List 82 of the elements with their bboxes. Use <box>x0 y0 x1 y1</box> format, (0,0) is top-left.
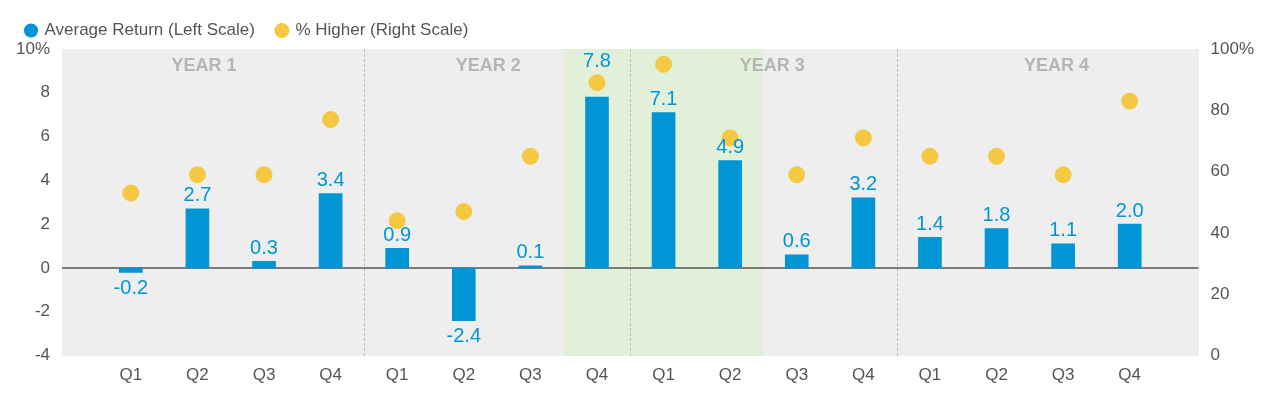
point <box>588 74 606 92</box>
point <box>188 166 206 184</box>
data-label: 0.9 <box>383 222 412 245</box>
annotation: YEAR 2 <box>455 54 521 75</box>
data-label: 7.1 <box>649 87 678 110</box>
bar <box>252 261 276 269</box>
y2-tick-label: 60 <box>1210 161 1230 181</box>
legend-label: % Higher (Right Scale) <box>295 20 469 40</box>
y-tick-label: -4 <box>34 345 51 365</box>
y-tick-label: 0 <box>40 257 51 277</box>
data-label: 1.8 <box>982 203 1011 226</box>
bar <box>784 254 809 269</box>
y-tick-label: 6 <box>40 126 51 146</box>
bar <box>1051 243 1075 269</box>
point <box>1054 166 1072 184</box>
bar <box>318 193 343 269</box>
point <box>788 166 806 184</box>
y2-tick-label: 0 <box>1210 345 1220 365</box>
data-label: 0.6 <box>782 229 811 252</box>
x-tick-label: Q3 <box>252 365 276 385</box>
x-tick-label: Q2 <box>985 365 1008 385</box>
point <box>988 147 1006 165</box>
x-tick-label: Q2 <box>718 365 742 385</box>
bar <box>451 267 476 321</box>
data-label: 2.7 <box>183 183 212 206</box>
x-tick-label: Q3 <box>519 365 542 385</box>
x-tick-label: Q4 <box>319 365 342 385</box>
y2-tick-label: 40 <box>1210 222 1230 242</box>
y-tick-label: 10% <box>15 38 51 58</box>
bar <box>1117 223 1142 269</box>
data-label: 1.4 <box>916 211 944 234</box>
x-tick-label: Q3 <box>785 365 809 385</box>
data-label: 3.4 <box>316 168 345 191</box>
bar <box>185 208 210 269</box>
point <box>122 184 140 202</box>
x-tick-label: Q1 <box>119 365 143 385</box>
y2-tick-label: 80 <box>1210 100 1230 120</box>
bar <box>718 160 742 269</box>
annotation: YEAR 4 <box>1023 54 1089 75</box>
point <box>255 166 273 184</box>
y-tick-label: -2 <box>34 301 51 321</box>
x-tick-label: Q4 <box>852 365 875 385</box>
x-tick-label: Q4 <box>585 365 609 385</box>
x-tick-label: Q1 <box>385 365 409 385</box>
point <box>655 55 673 73</box>
data-label: 2.0 <box>1115 198 1144 221</box>
annotation: YEAR 3 <box>739 54 805 75</box>
y-tick-label: 2 <box>40 213 51 233</box>
data-label: -0.2 <box>113 275 149 298</box>
data-label: 0.3 <box>250 235 278 258</box>
point <box>521 147 539 165</box>
bar <box>385 247 410 269</box>
y-tick-label: 8 <box>40 82 51 102</box>
x-tick-label: Q2 <box>186 365 209 385</box>
bar <box>518 265 543 269</box>
bar <box>119 267 143 273</box>
x-tick-label: Q2 <box>452 365 476 385</box>
x-tick-label: Q4 <box>1118 365 1142 385</box>
point <box>1121 92 1139 110</box>
x-tick-label: Q1 <box>918 365 942 385</box>
point <box>854 129 872 147</box>
point <box>455 203 473 220</box>
bar <box>918 237 942 269</box>
x-tick-label: Q1 <box>652 365 675 385</box>
bar <box>651 112 676 269</box>
data-label: 7.8 <box>583 49 611 72</box>
data-label: 0.1 <box>516 240 545 263</box>
data-label: 1.1 <box>1049 218 1078 241</box>
point <box>921 147 939 165</box>
y2-tick-label: 20 <box>1210 283 1230 303</box>
bar <box>585 96 609 269</box>
point <box>322 111 340 129</box>
data-label: 3.2 <box>849 172 878 195</box>
data-label: -2.4 <box>446 324 482 347</box>
x-tick-label: Q3 <box>1051 365 1075 385</box>
data-label: 4.9 <box>716 135 745 158</box>
annotation: YEAR 1 <box>171 54 237 75</box>
bar <box>984 228 1009 269</box>
y2-tick-label: 100% <box>1210 38 1254 58</box>
bar <box>851 197 876 269</box>
y-tick-label: 4 <box>40 170 51 190</box>
legend-label: Average Return (Left Scale) <box>44 20 255 40</box>
